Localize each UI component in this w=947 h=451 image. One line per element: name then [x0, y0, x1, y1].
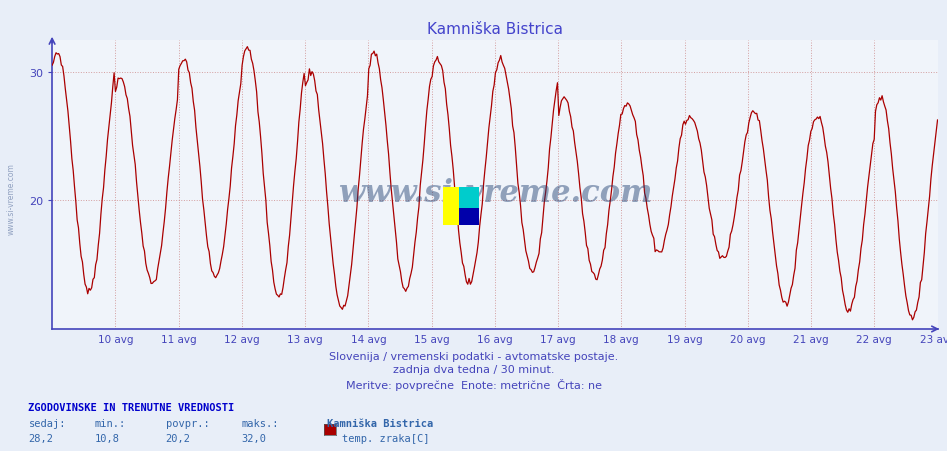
Text: maks.:: maks.:: [241, 419, 279, 428]
Text: sedaj:: sedaj:: [28, 419, 66, 428]
Text: Kamniška Bistrica: Kamniška Bistrica: [327, 419, 433, 428]
Text: 28,2: 28,2: [28, 433, 53, 443]
Text: zadnja dva tedna / 30 minut.: zadnja dva tedna / 30 minut.: [393, 364, 554, 374]
Text: Slovenija / vremenski podatki - avtomatske postaje.: Slovenija / vremenski podatki - avtomats…: [329, 351, 618, 361]
Polygon shape: [459, 187, 479, 210]
Text: 10,8: 10,8: [95, 433, 119, 443]
Text: www.si-vreme.com: www.si-vreme.com: [338, 178, 652, 209]
Polygon shape: [459, 208, 479, 226]
Text: temp. zraka[C]: temp. zraka[C]: [342, 433, 429, 443]
Text: min.:: min.:: [95, 419, 126, 428]
Title: Kamniška Bistrica: Kamniška Bistrica: [427, 22, 563, 37]
Text: 32,0: 32,0: [241, 433, 266, 443]
Text: 20,2: 20,2: [166, 433, 190, 443]
Text: www.si-vreme.com: www.si-vreme.com: [7, 162, 16, 235]
Text: povpr.:: povpr.:: [166, 419, 209, 428]
Polygon shape: [443, 187, 463, 226]
Text: ZGODOVINSKE IN TRENUTNE VREDNOSTI: ZGODOVINSKE IN TRENUTNE VREDNOSTI: [28, 402, 235, 412]
Text: Meritve: povprečne  Enote: metrične  Črta: ne: Meritve: povprečne Enote: metrične Črta:…: [346, 378, 601, 390]
